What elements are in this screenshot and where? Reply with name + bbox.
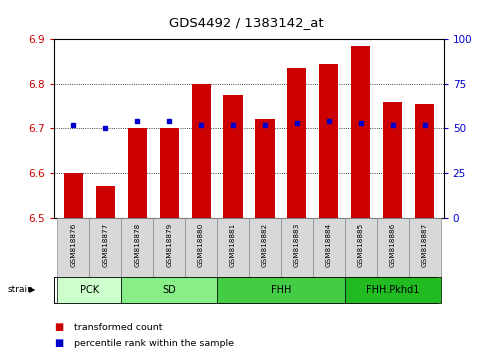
- Text: GSM818887: GSM818887: [422, 223, 427, 267]
- Text: FHH: FHH: [271, 285, 291, 295]
- Bar: [415, 104, 434, 218]
- Bar: [96, 187, 115, 218]
- Text: ■: ■: [54, 338, 64, 348]
- Text: GSM818879: GSM818879: [166, 223, 172, 267]
- Text: GDS4492 / 1383142_at: GDS4492 / 1383142_at: [169, 16, 324, 29]
- Bar: [217, 218, 249, 278]
- Bar: [64, 173, 83, 218]
- Bar: [121, 277, 217, 303]
- Bar: [377, 218, 409, 278]
- Bar: [313, 218, 345, 278]
- Text: transformed count: transformed count: [74, 323, 163, 332]
- Text: GSM818885: GSM818885: [358, 223, 364, 267]
- Text: GSM818883: GSM818883: [294, 223, 300, 267]
- Text: strain: strain: [7, 285, 33, 294]
- Bar: [255, 119, 275, 218]
- Text: ■: ■: [54, 322, 64, 332]
- Text: GSM818880: GSM818880: [198, 223, 204, 267]
- Bar: [351, 46, 370, 218]
- Bar: [287, 68, 307, 218]
- Text: GSM818878: GSM818878: [134, 223, 140, 267]
- Text: FHH.Pkhd1: FHH.Pkhd1: [366, 285, 420, 295]
- Text: GSM818884: GSM818884: [326, 223, 332, 267]
- Bar: [281, 218, 313, 278]
- Bar: [383, 102, 402, 218]
- Text: GSM818882: GSM818882: [262, 223, 268, 267]
- Text: GSM818877: GSM818877: [103, 223, 108, 267]
- Bar: [121, 218, 153, 278]
- Bar: [57, 277, 121, 303]
- Bar: [249, 218, 281, 278]
- Bar: [153, 218, 185, 278]
- Text: GSM818881: GSM818881: [230, 223, 236, 267]
- Bar: [319, 63, 338, 218]
- Bar: [185, 218, 217, 278]
- Bar: [409, 218, 441, 278]
- Bar: [128, 129, 147, 218]
- Bar: [345, 218, 377, 278]
- Text: GSM818876: GSM818876: [70, 223, 76, 267]
- Bar: [223, 95, 243, 218]
- Bar: [89, 218, 121, 278]
- Text: GSM818886: GSM818886: [389, 223, 395, 267]
- Bar: [345, 277, 441, 303]
- Bar: [217, 277, 345, 303]
- Text: percentile rank within the sample: percentile rank within the sample: [74, 339, 234, 348]
- Bar: [191, 84, 211, 218]
- Bar: [160, 129, 179, 218]
- Text: ▶: ▶: [29, 285, 35, 295]
- Bar: [57, 218, 89, 278]
- Text: PCK: PCK: [80, 285, 99, 295]
- Text: SD: SD: [162, 285, 176, 295]
